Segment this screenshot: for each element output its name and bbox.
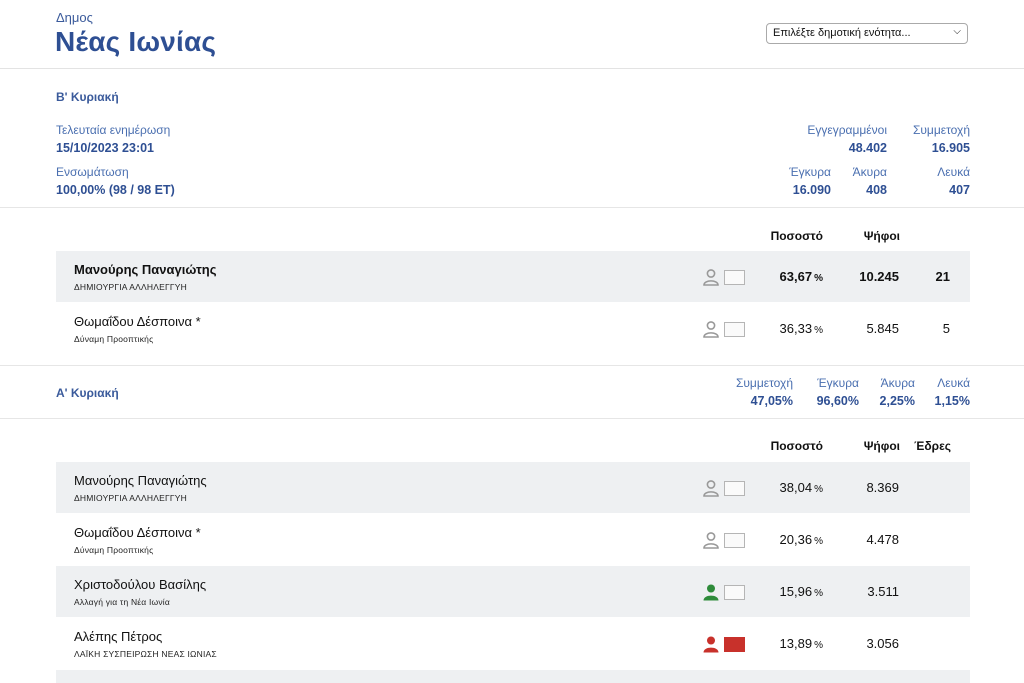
candidate-percent: 15,96% [779, 584, 823, 599]
person-icon [703, 321, 719, 338]
round1-invalid-value: 2,25% [879, 394, 915, 408]
col-votes-header: Ψήφοι [863, 229, 900, 243]
candidate-name: Μανούρης Παναγιώτης [74, 473, 207, 488]
candidate-party: Δύναμη Προοπτικής [74, 545, 154, 555]
candidate-votes: 8.369 [866, 480, 899, 495]
round1-invalid-label: Άκυρα [880, 376, 915, 390]
invalid-value: 408 [866, 183, 887, 197]
page-header: Δημος Νέας Ιωνίας Επιλέξτε δημοτική ενότ… [0, 0, 1024, 69]
registered-value: 48.402 [848, 141, 887, 155]
candidate-percent: 13,89% [779, 636, 823, 651]
turnout-value: 16.905 [931, 141, 970, 155]
col-percent-header: Ποσοστό [770, 439, 823, 453]
candidate-votes: 3.056 [866, 636, 899, 651]
party-color-box [724, 637, 745, 652]
party-color-box [724, 533, 745, 548]
last-update-label: Τελευταία ενημέρωση [56, 123, 171, 137]
invalid-label: Άκυρα [852, 165, 887, 179]
round2-title: Β' Κυριακή [56, 90, 119, 104]
col-percent-header: Ποσοστό [770, 229, 823, 243]
incorporation-value: 100,00% (98 / 98 ΕΤ) [56, 183, 175, 197]
candidate-row[interactable]: Θωμαΐδου Δέσποινα * Δύναμη Προοπτικής 20… [56, 514, 970, 565]
incorporation-label: Ενσωμάτωση [56, 165, 129, 179]
candidate-percent: 36,33% [779, 321, 823, 336]
candidate-party: ΔΗΜΙΟΥΡΓΙΑ ΑΛΛΗΛΕΓΓΥΗ [74, 493, 187, 503]
candidate-row[interactable]: Αλέπης Πέτρος ΛΑΪΚΗ ΣΥΣΠΕΙΡΩΣΗ ΝΕΑΣ ΙΩΝΙ… [56, 618, 970, 669]
candidate-row[interactable] [56, 670, 970, 683]
person-icon [703, 584, 719, 601]
candidate-name: Θωμαΐδου Δέσποινα * [74, 314, 201, 329]
candidate-name: Θωμαΐδου Δέσποινα * [74, 525, 201, 540]
person-icon [703, 532, 719, 549]
candidate-seats: 5 [942, 321, 950, 336]
round1-blank-label: Λευκά [937, 376, 970, 390]
round1-results: Ποσοστό Ψήφοι Έδρες Μανούρης Παναγιώτης … [0, 419, 1024, 683]
candidate-row[interactable]: Χριστοδούλου Βασίλης Αλλαγή για τη Νέα Ι… [56, 566, 970, 617]
candidate-votes: 4.478 [866, 532, 899, 547]
municipal-unit-select[interactable]: Επιλέξτε δημοτική ενότητα... ⌵ [766, 23, 968, 44]
col-seats-header: Έδρες [914, 439, 951, 453]
round1-turnout-label: Συμμετοχή [735, 376, 793, 390]
party-color-box [724, 270, 745, 285]
candidate-name: Αλέπης Πέτρος [74, 629, 163, 644]
round1-title: Α' Κυριακή [56, 386, 119, 400]
party-color-box [724, 322, 745, 337]
chevron-down-icon: ⌵ [953, 26, 961, 37]
candidate-votes: 10.245 [859, 269, 899, 284]
candidate-row[interactable]: Μανούρης Παναγιώτης ΔΗΜΙΟΥΡΓΙΑ ΑΛΛΗΛΕΓΓΥ… [56, 462, 970, 513]
blank-value: 407 [949, 183, 970, 197]
candidate-party: Αλλαγή για τη Νέα Ιωνία [74, 597, 171, 607]
candidate-name: Χριστοδούλου Βασίλης [74, 577, 207, 592]
person-icon [703, 480, 719, 497]
candidate-seats: 21 [935, 269, 950, 284]
candidate-percent: 63,67% [779, 269, 823, 284]
candidate-percent: 20,36% [779, 532, 823, 547]
valid-label: Έγκυρα [789, 165, 831, 179]
person-icon [703, 636, 719, 653]
turnout-label: Συμμετοχή [912, 123, 970, 137]
valid-value: 16.090 [792, 183, 831, 197]
candidate-name: Μανούρης Παναγιώτης [74, 262, 217, 277]
candidate-row[interactable]: Θωμαΐδου Δέσποινα * Δύναμη Προοπτικής 36… [56, 303, 970, 354]
candidate-percent: 38,04% [779, 480, 823, 495]
round1-valid-value: 96,60% [816, 394, 859, 408]
round1-blank-value: 1,15% [934, 394, 970, 408]
candidate-votes: 5.845 [866, 321, 899, 336]
municipal-unit-select-value: Επιλέξτε δημοτική ενότητα... [773, 27, 911, 39]
registered-label: Εγγεγραμμένοι [807, 123, 887, 137]
municipality-label: Δημος [56, 10, 93, 25]
page-title: Νέας Ιωνίας [55, 26, 217, 57]
candidate-row[interactable]: Μανούρης Παναγιώτης ΔΗΜΙΟΥΡΓΙΑ ΑΛΛΗΛΕΓΓΥ… [56, 251, 970, 302]
last-update-value: 15/10/2023 23:01 [56, 141, 155, 155]
round2-summary: Β' Κυριακή Τελευταία ενημέρωση 15/10/202… [0, 69, 1024, 208]
round1-turnout-value: 47,05% [750, 394, 793, 408]
round1-valid-label: Έγκυρα [817, 376, 859, 390]
candidate-party: ΛΑΪΚΗ ΣΥΣΠΕΙΡΩΣΗ ΝΕΑΣ ΙΩΝΙΑΣ [74, 649, 217, 659]
candidate-votes: 3.511 [867, 584, 899, 599]
candidate-party: ΔΗΜΙΟΥΡΓΙΑ ΑΛΛΗΛΕΓΓΥΗ [74, 282, 187, 292]
party-color-box [724, 481, 745, 496]
candidate-party: Δύναμη Προοπτικής [74, 334, 154, 344]
party-color-box [724, 585, 745, 600]
round2-results: Ποσοστό Ψήφοι Μανούρης Παναγιώτης ΔΗΜΙΟΥ… [0, 208, 1024, 366]
round1-summary: Α' Κυριακή Συμμετοχή 47,05% Έγκυρα 96,60… [0, 366, 1024, 419]
col-votes-header: Ψήφοι [863, 439, 900, 453]
blank-label: Λευκά [937, 165, 970, 179]
person-icon [703, 269, 719, 286]
